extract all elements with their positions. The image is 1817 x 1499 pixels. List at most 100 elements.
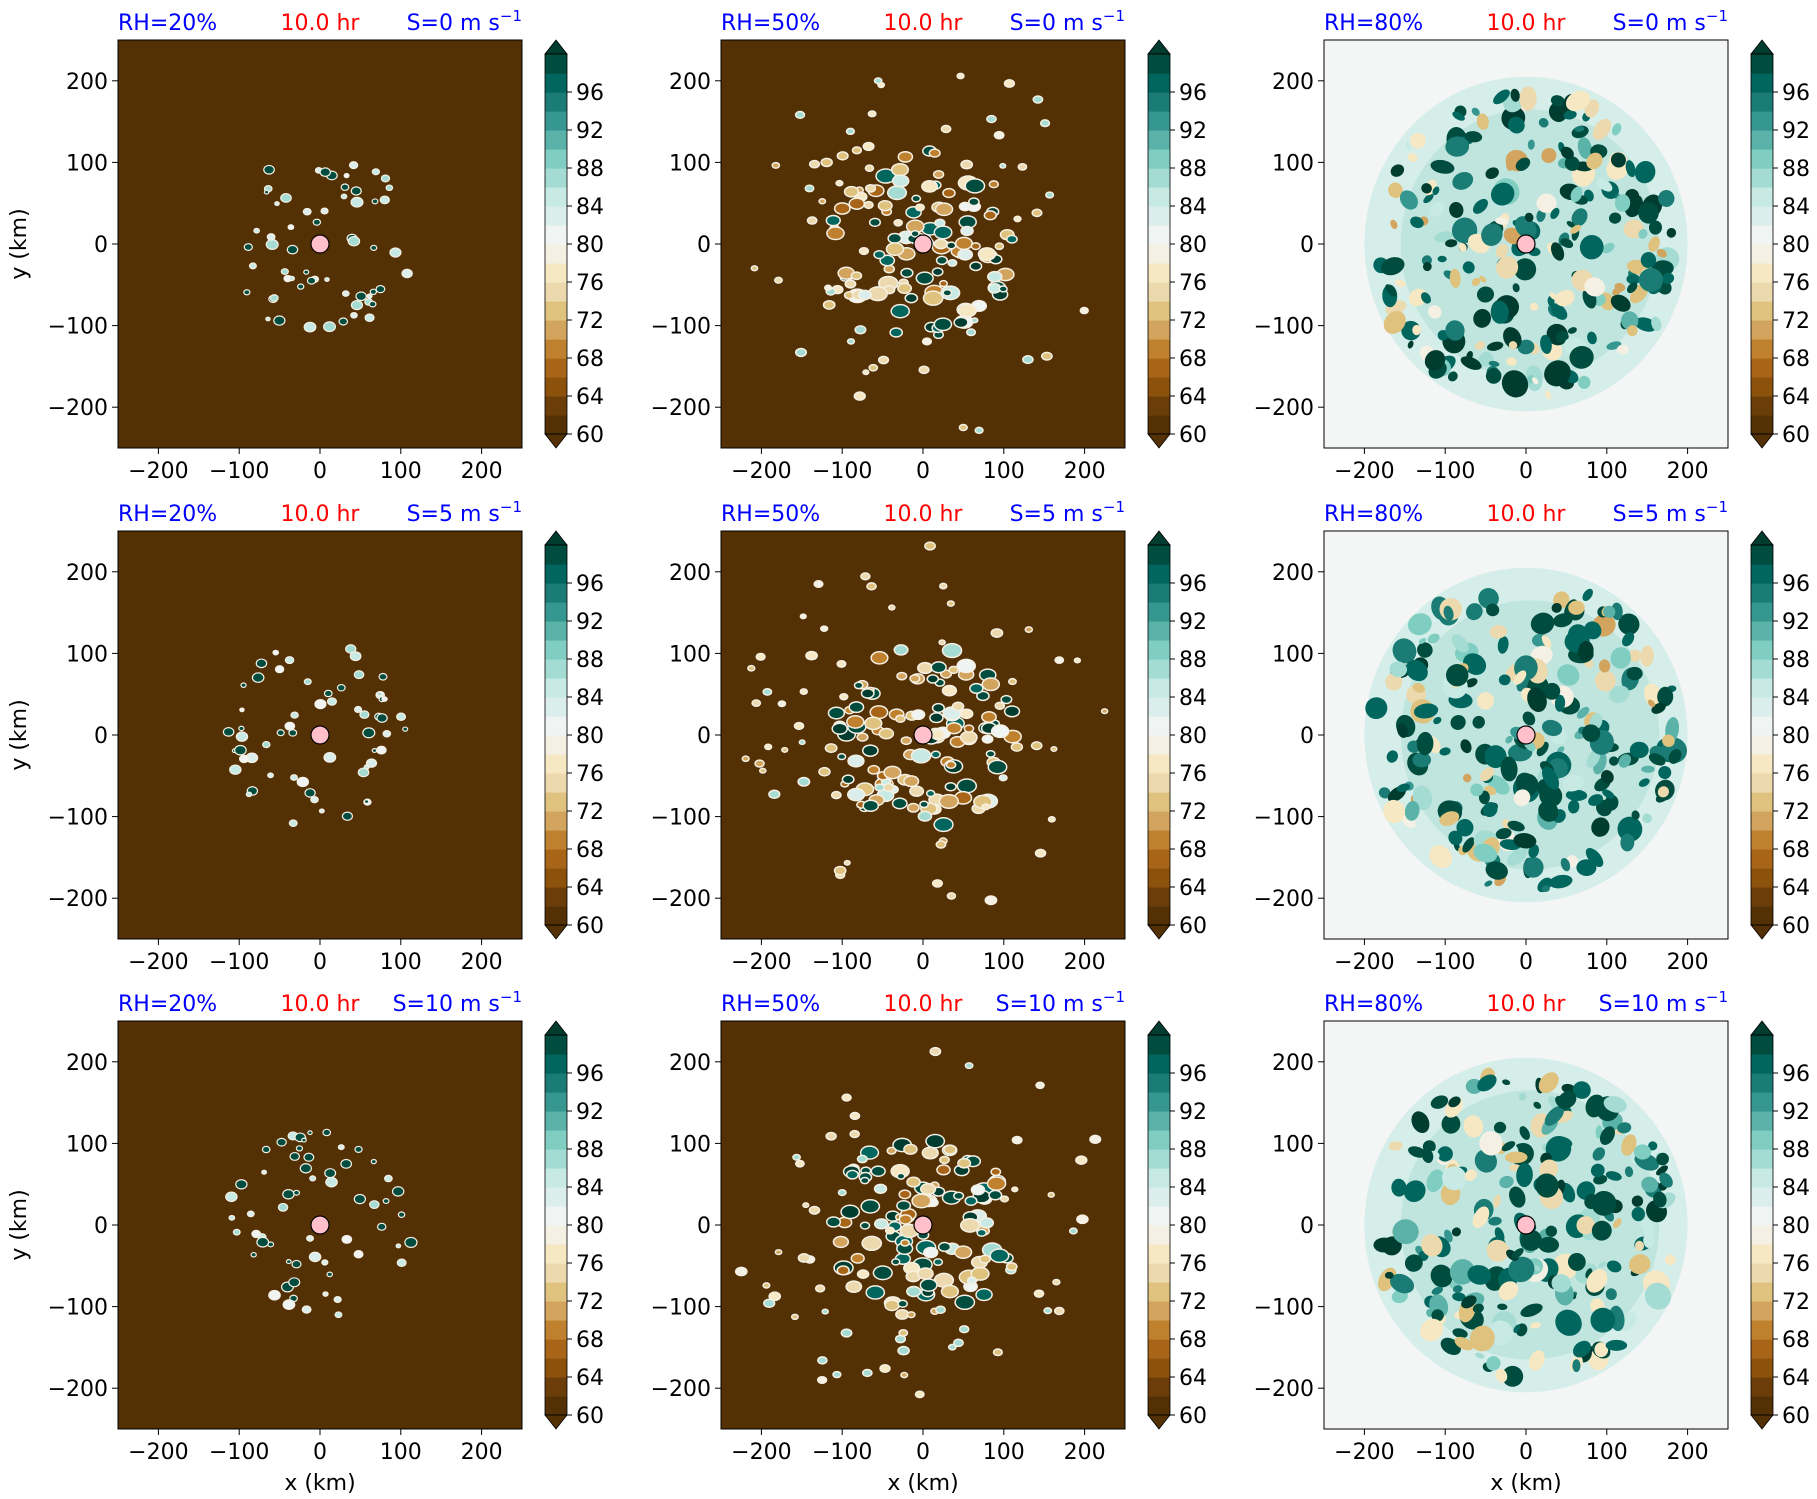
moisture-cell xyxy=(835,203,850,214)
moisture-cell xyxy=(921,1184,935,1194)
colorbar-segment xyxy=(1751,1225,1773,1245)
moisture-cell xyxy=(1493,89,1510,105)
colorbar-tick-label: 88 xyxy=(1179,157,1207,182)
moisture-cell xyxy=(898,1301,907,1307)
moisture-cell xyxy=(1648,236,1660,252)
moisture-cell xyxy=(1439,811,1460,826)
y-tick-label: −100 xyxy=(48,1296,108,1321)
moisture-cell xyxy=(1404,1254,1423,1272)
moisture-cell xyxy=(871,652,888,664)
y-tick-label: 100 xyxy=(1272,1132,1314,1157)
moisture-cell xyxy=(857,733,868,741)
x-tick-label: 100 xyxy=(983,950,1025,975)
colorbar-tick-label: 64 xyxy=(1179,385,1207,410)
moisture-cell xyxy=(940,584,947,589)
moisture-cell xyxy=(1495,217,1509,225)
moisture-cell xyxy=(1044,1308,1051,1313)
moisture-cell xyxy=(1464,131,1483,143)
y-tick-label: −200 xyxy=(48,1377,108,1402)
colorbar-segment xyxy=(545,1149,567,1169)
moisture-cell xyxy=(268,773,273,778)
y-tick-label: 0 xyxy=(697,233,711,258)
colorbar-tick-label: 64 xyxy=(1782,876,1810,901)
moisture-cell xyxy=(1605,1339,1628,1351)
moisture-cell xyxy=(354,1195,365,1204)
colorbar-segment xyxy=(1148,149,1170,169)
moisture-cell xyxy=(226,1192,237,1201)
colorbar-extend-max xyxy=(1147,530,1171,546)
moisture-cell xyxy=(381,175,389,182)
moisture-cell xyxy=(884,265,894,273)
colorbar-tick-label: 72 xyxy=(1782,309,1810,334)
moisture-cell xyxy=(795,723,803,729)
moisture-cell xyxy=(313,219,320,225)
moisture-cell xyxy=(900,1215,911,1224)
moisture-cell xyxy=(1486,603,1500,617)
colorbar-tick-label: 68 xyxy=(1179,347,1207,372)
colorbar-tick-label: 80 xyxy=(576,724,604,749)
moisture-cell xyxy=(1628,649,1642,662)
colorbar-tick-label: 76 xyxy=(1782,271,1810,296)
moisture-cell xyxy=(1541,766,1560,790)
moisture-cell xyxy=(1048,1193,1054,1197)
moisture-cell xyxy=(1638,268,1664,292)
moisture-cell xyxy=(825,286,831,290)
colorbar-segment xyxy=(1148,811,1170,831)
moisture-cell xyxy=(992,725,1008,737)
moisture-cell xyxy=(1565,90,1591,112)
moisture-cell xyxy=(933,268,943,275)
moisture-cell xyxy=(1662,734,1675,747)
colorbar-tick-label: 80 xyxy=(1179,233,1207,258)
colorbar-segment xyxy=(545,1168,567,1188)
moisture-cell xyxy=(1586,1268,1608,1293)
moisture-cell xyxy=(1403,1180,1426,1202)
moisture-cell xyxy=(1480,767,1495,782)
moisture-cell xyxy=(270,295,278,301)
colorbar-tick-label: 88 xyxy=(576,1138,604,1163)
moisture-cell xyxy=(1565,789,1588,801)
moisture-cell xyxy=(1053,1280,1060,1285)
moisture-cell xyxy=(891,305,909,317)
moisture-cell xyxy=(919,812,931,821)
moisture-cell xyxy=(822,1310,828,1314)
moisture-cell xyxy=(874,251,884,258)
moisture-cell xyxy=(1517,339,1535,355)
moisture-cell xyxy=(1656,1152,1669,1166)
moisture-cell xyxy=(953,703,963,710)
colorbar-segment xyxy=(1751,263,1773,283)
moisture-cell xyxy=(933,704,944,712)
moisture-cell xyxy=(1485,368,1502,384)
colorbar-segment xyxy=(545,282,567,302)
moisture-cell xyxy=(1562,774,1585,792)
moisture-cell xyxy=(779,701,785,706)
moisture-cell xyxy=(861,1200,879,1213)
moisture-cell xyxy=(970,262,981,270)
moisture-cell xyxy=(1390,164,1405,177)
moisture-cell xyxy=(289,820,297,826)
moisture-cell xyxy=(1518,1092,1527,1101)
moisture-cell xyxy=(377,692,381,696)
moisture-cell xyxy=(1448,1096,1461,1108)
moisture-cell xyxy=(1391,1178,1407,1197)
colorbar-segment xyxy=(545,621,567,641)
moisture-cell xyxy=(932,730,944,739)
moisture-cell xyxy=(827,216,840,225)
colorbar-segment xyxy=(545,377,567,397)
moisture-cell xyxy=(1023,356,1033,363)
colorbar-segment xyxy=(1751,1301,1773,1321)
colorbar-segment xyxy=(545,1054,567,1074)
shear-title: S=0 m s−1 xyxy=(407,7,522,36)
moisture-cell xyxy=(1550,207,1560,219)
shear-title: S=5 m s−1 xyxy=(1613,498,1728,527)
colorbar-segment xyxy=(1751,1244,1773,1264)
moisture-cell xyxy=(1001,1196,1008,1202)
moisture-cell xyxy=(876,169,895,183)
moisture-cell xyxy=(277,1138,286,1146)
time-title: 10.0 hr xyxy=(884,992,964,1017)
moisture-cell xyxy=(1416,731,1434,756)
moisture-cell xyxy=(970,684,983,693)
colorbar-segment xyxy=(545,149,567,169)
moisture-cell xyxy=(236,1180,247,1189)
moisture-cell xyxy=(1576,706,1590,719)
moisture-cell xyxy=(1490,300,1509,324)
